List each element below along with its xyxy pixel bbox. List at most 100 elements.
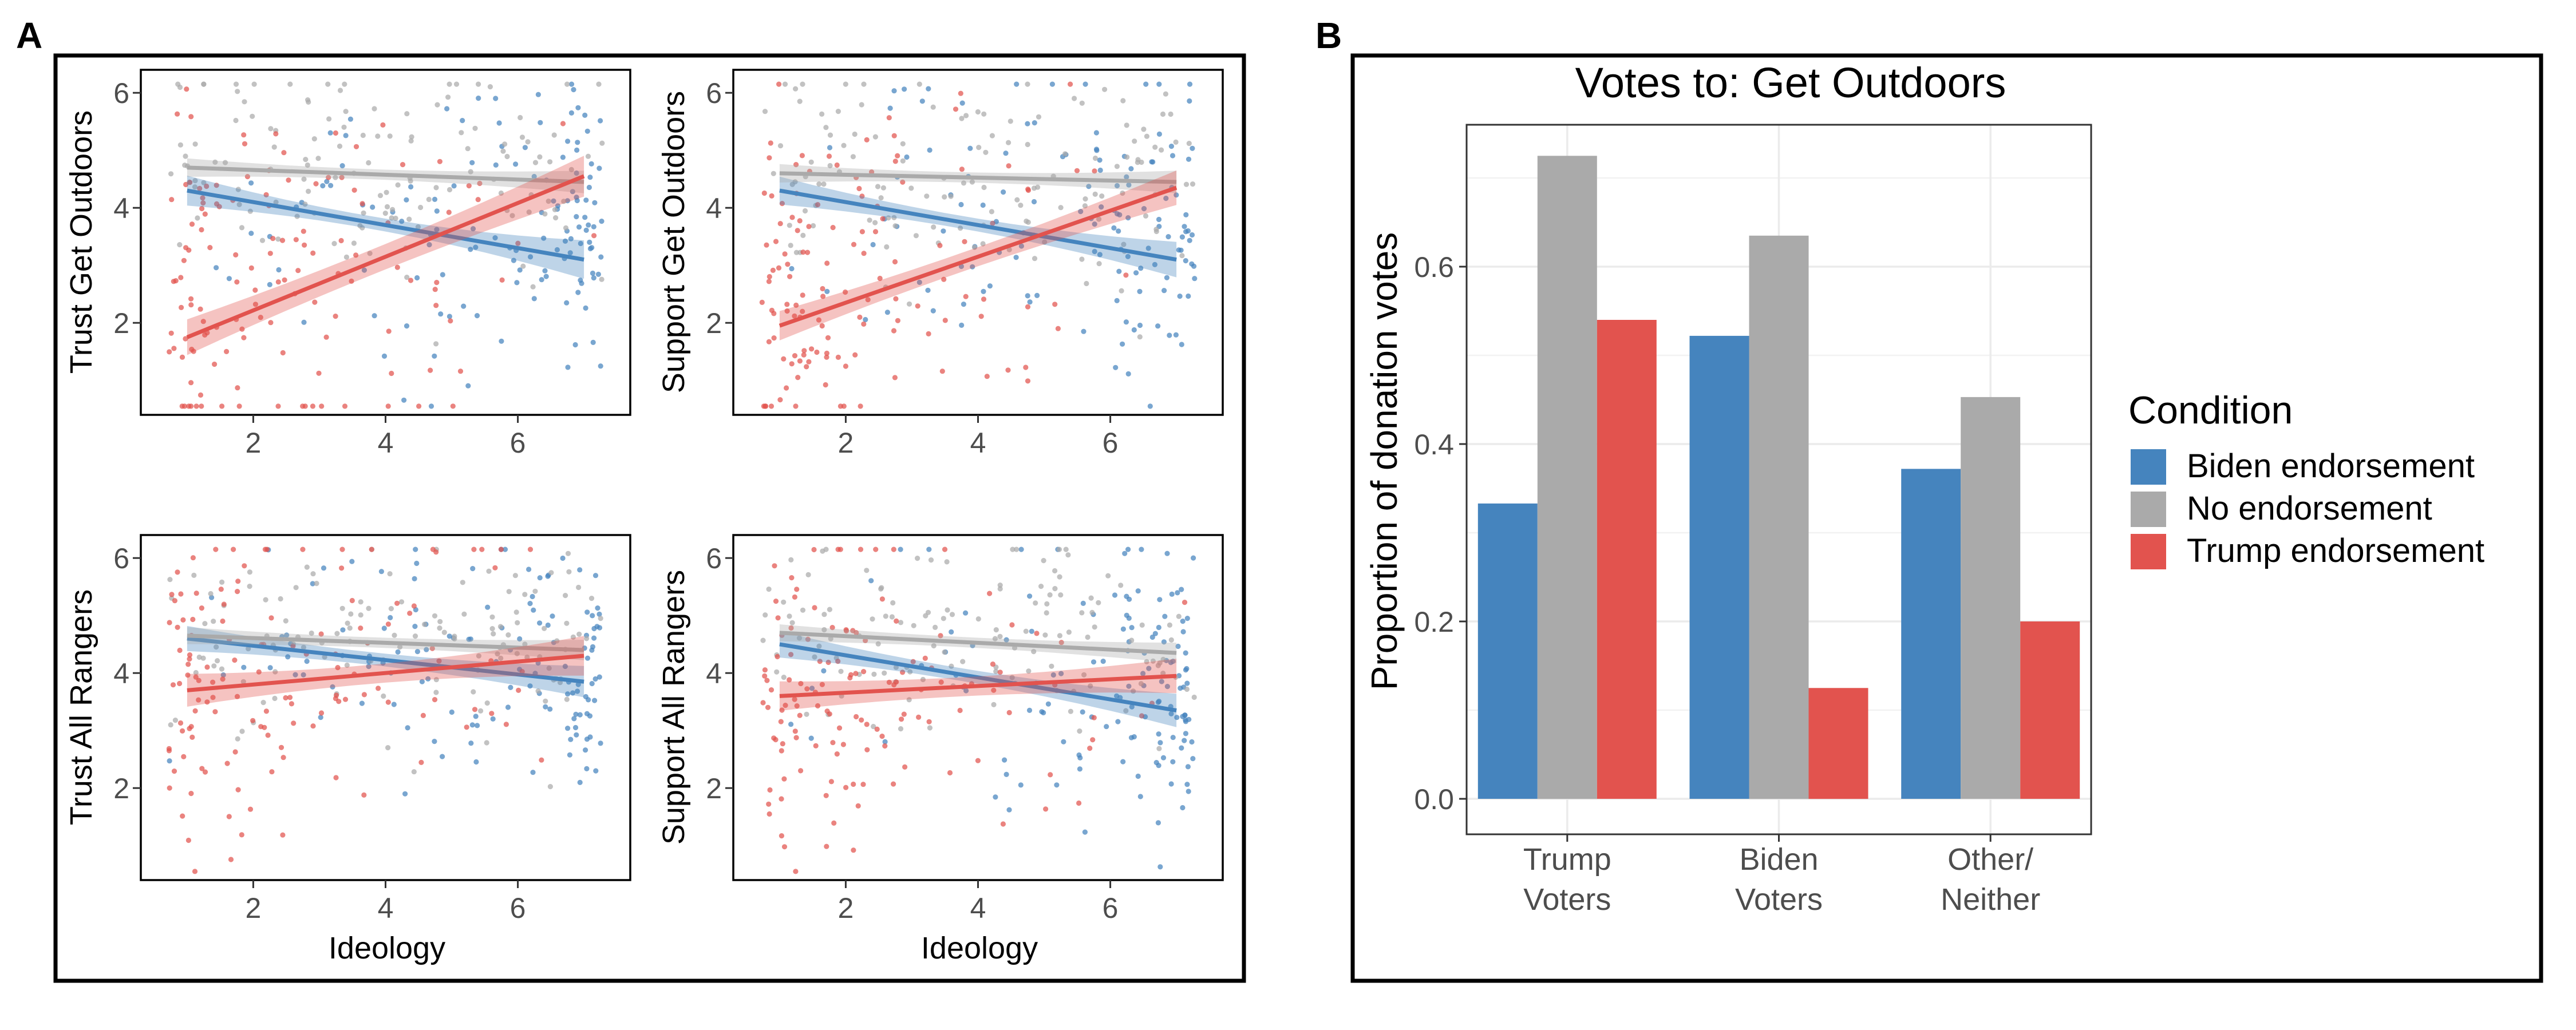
data-point <box>319 403 325 409</box>
data-point <box>887 105 893 111</box>
data-point <box>1143 213 1149 219</box>
data-point <box>1027 299 1033 305</box>
data-point <box>233 81 239 87</box>
data-point <box>596 611 602 617</box>
data-point <box>1159 147 1164 153</box>
data-point <box>1104 724 1109 730</box>
subplot-frame <box>140 534 631 881</box>
data-point <box>228 857 234 862</box>
data-point <box>280 350 286 356</box>
data-point <box>835 546 841 552</box>
data-point <box>835 659 841 664</box>
data-point <box>468 169 473 175</box>
data-point <box>879 596 885 602</box>
data-point <box>502 546 508 552</box>
data-point <box>789 215 795 220</box>
data-point <box>476 653 482 659</box>
data-point <box>441 629 447 635</box>
data-point <box>461 611 467 617</box>
data-point <box>183 181 189 188</box>
data-point <box>322 654 327 660</box>
data-point <box>595 605 600 611</box>
data-point <box>498 546 504 552</box>
data-point <box>963 610 969 616</box>
data-point <box>851 781 856 787</box>
category-label: Other/ <box>1947 842 2033 877</box>
data-point <box>310 250 316 256</box>
data-point <box>188 791 194 797</box>
y-tick-label: 0.6 <box>1414 251 1454 283</box>
data-point <box>901 711 907 717</box>
data-point <box>1156 746 1162 751</box>
data-point <box>167 620 172 625</box>
data-point <box>787 223 792 228</box>
data-point <box>269 769 275 775</box>
data-point <box>980 241 986 247</box>
data-point <box>360 132 366 138</box>
data-point <box>578 278 583 283</box>
data-point <box>1080 709 1085 715</box>
data-point <box>1014 197 1020 203</box>
data-point <box>1058 671 1064 676</box>
data-point <box>1085 634 1091 640</box>
data-point <box>347 116 354 122</box>
data-point <box>409 134 414 140</box>
data-point <box>185 661 191 667</box>
data-point <box>782 81 788 87</box>
data-point <box>306 188 311 194</box>
data-point <box>1086 184 1092 189</box>
data-point <box>1183 181 1190 187</box>
data-point <box>587 175 593 180</box>
data-point <box>1168 660 1174 665</box>
data-point <box>545 573 551 579</box>
data-point <box>412 633 418 639</box>
data-point <box>582 112 588 118</box>
data-point <box>241 335 247 340</box>
fit-line-trump-endorsement <box>779 185 1178 328</box>
data-point <box>900 141 906 146</box>
data-point <box>498 655 504 661</box>
data-point <box>321 565 327 571</box>
data-point <box>598 363 603 369</box>
data-point <box>400 162 406 168</box>
data-point <box>381 625 387 631</box>
data-point <box>893 664 899 670</box>
data-point <box>927 147 933 153</box>
data-point <box>889 614 895 620</box>
data-point <box>1084 280 1089 287</box>
data-point <box>781 599 787 605</box>
data-point <box>196 678 202 683</box>
data-point <box>503 722 509 727</box>
data-point <box>226 814 232 819</box>
data-point <box>170 682 176 688</box>
data-point <box>990 220 995 226</box>
data-point <box>919 98 925 104</box>
data-point <box>1077 728 1082 734</box>
data-point <box>527 601 533 607</box>
data-point <box>471 689 476 695</box>
data-point <box>347 625 353 631</box>
data-point <box>769 193 775 199</box>
data-point <box>212 361 218 367</box>
data-point <box>814 349 820 355</box>
data-point <box>432 697 438 703</box>
data-point <box>1186 789 1191 794</box>
data-point <box>235 89 240 94</box>
data-point <box>313 181 319 187</box>
data-point <box>451 183 457 189</box>
data-point <box>246 646 251 652</box>
data-point <box>1137 794 1143 799</box>
data-point <box>958 225 963 231</box>
data-point <box>1139 159 1144 165</box>
data-point <box>437 619 443 624</box>
data-point <box>349 597 355 604</box>
data-point <box>592 200 598 205</box>
data-point <box>861 669 867 675</box>
data-point <box>902 86 907 92</box>
data-point <box>459 130 464 136</box>
data-point <box>514 651 520 656</box>
data-point <box>819 323 825 329</box>
data-point <box>259 237 266 243</box>
data-point <box>916 81 922 87</box>
data-point <box>767 811 772 817</box>
